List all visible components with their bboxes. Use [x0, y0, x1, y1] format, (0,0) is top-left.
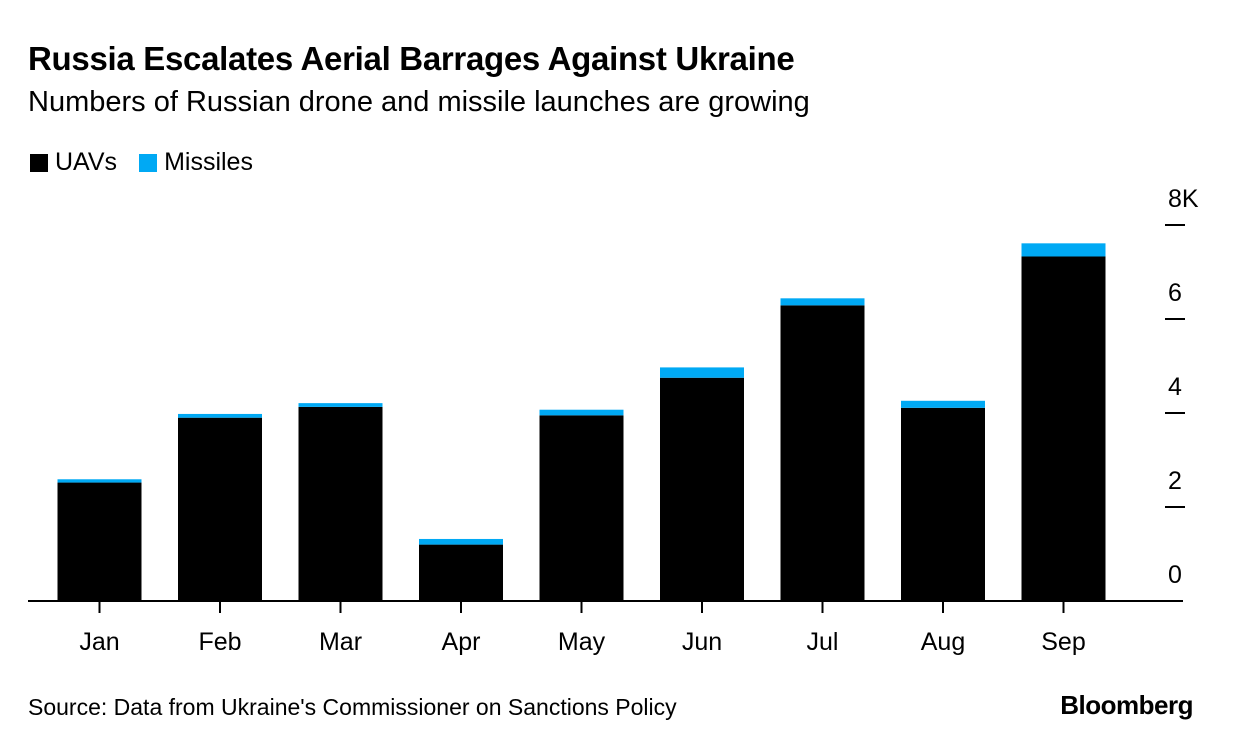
x-tick-label-apr: Apr	[442, 628, 481, 656]
bar-missiles-jul	[780, 298, 865, 306]
source-note: Source: Data from Ukraine's Commissioner…	[28, 694, 677, 720]
x-tick-label-aug: Aug	[921, 628, 965, 656]
x-tick-label-feb: Feb	[198, 628, 241, 656]
chart-title: Russia Escalates Aerial Barrages Against…	[28, 40, 795, 77]
bar-uavs-mar	[298, 406, 383, 601]
y-tick-label: 6	[1168, 279, 1182, 307]
y-tick-label: 0	[1168, 561, 1182, 589]
y-tick-label: 8K	[1168, 185, 1199, 213]
legend: UAVs Missiles	[30, 148, 275, 177]
x-tick-label-jan: Jan	[79, 628, 119, 656]
bar-missiles-jun	[660, 367, 744, 378]
bar-uavs-apr	[419, 544, 503, 601]
x-axis: Jan Feb Mar Apr May Jun Jul Aug Sep	[79, 601, 1086, 656]
bloomberg-logo: Bloomberg	[1060, 690, 1193, 720]
bar-uavs-jul	[780, 305, 865, 601]
bar-uavs-may	[539, 415, 624, 601]
y-tick-label: 4	[1168, 373, 1182, 401]
legend-label-missiles: Missiles	[164, 148, 253, 176]
x-tick-label-may: May	[558, 628, 606, 656]
legend-item-uavs: UAVs	[30, 148, 117, 177]
legend-swatch-missiles	[139, 153, 158, 172]
bar-uavs-jun	[660, 377, 744, 601]
bars	[57, 243, 1106, 601]
x-tick-label-jul: Jul	[807, 628, 839, 656]
bar-uavs-feb	[178, 417, 262, 601]
bar-missiles-aug	[901, 400, 985, 408]
bar-missiles-sep	[1021, 243, 1106, 257]
bar-missiles-mar	[298, 403, 383, 407]
bar-missiles-jan	[57, 479, 142, 483]
x-tick-label-mar: Mar	[319, 628, 362, 656]
legend-swatch-uavs	[30, 153, 48, 172]
legend-item-missiles: Missiles	[139, 148, 253, 177]
chart-subtitle: Numbers of Russian drone and missile lau…	[28, 86, 810, 118]
x-tick-label-jun: Jun	[682, 628, 722, 656]
bar-missiles-may	[539, 409, 624, 416]
bar-missiles-apr	[419, 538, 503, 545]
bar-uavs-jan	[57, 482, 142, 601]
y-tick-label: 2	[1168, 467, 1182, 495]
bar-uavs-sep	[1021, 256, 1106, 601]
bar-uavs-aug	[901, 407, 985, 601]
legend-label-uavs: UAVs	[55, 148, 118, 176]
y-axis: 0 2 4 6 8K	[1165, 185, 1199, 589]
x-tick-label-sep: Sep	[1041, 628, 1085, 656]
bar-missiles-feb	[178, 413, 262, 418]
